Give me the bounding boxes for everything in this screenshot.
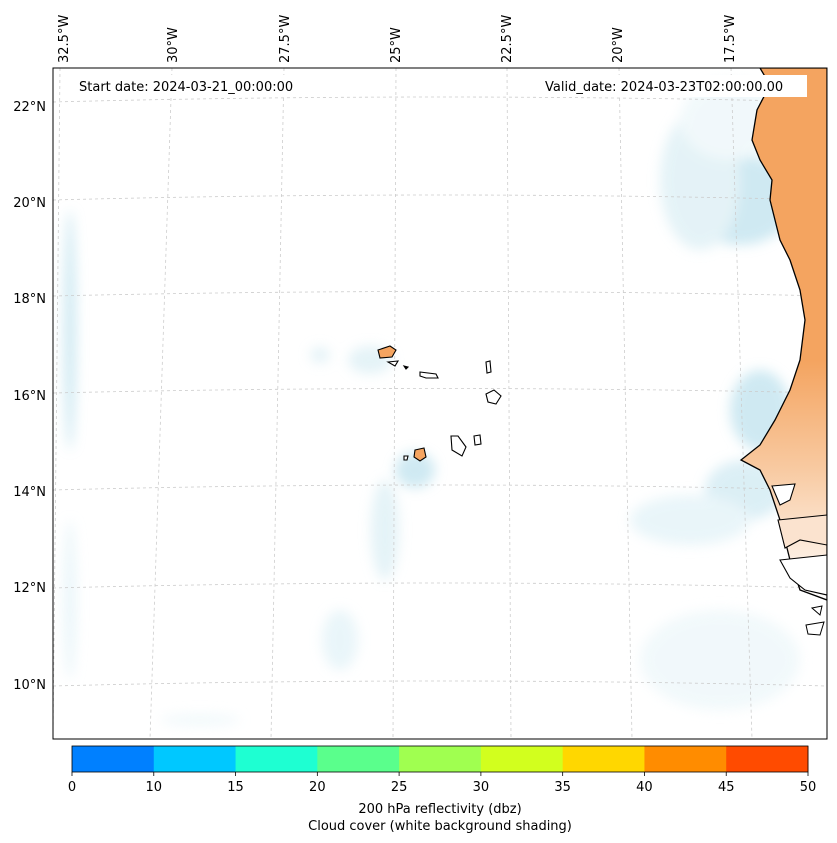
colorbar-segment <box>72 746 155 772</box>
map-frame <box>52 67 828 740</box>
colorbar-segment <box>562 746 645 772</box>
colorbar-segment <box>153 746 237 772</box>
lat-label: 12°N <box>13 581 46 596</box>
lat-label: 20°N <box>13 196 46 211</box>
colorbar-tick-label: 25 <box>391 780 408 795</box>
colorbar-segment <box>644 746 727 772</box>
colorbar-frame <box>71 745 809 773</box>
lon-label: 17.5°W <box>723 15 738 63</box>
colorbar-tick-label: 15 <box>227 780 244 795</box>
lat-label: 16°N <box>13 389 46 404</box>
lon-label: 27.5°W <box>278 15 293 63</box>
lat-label: 10°N <box>13 678 46 693</box>
colorbar-segment <box>726 746 809 772</box>
cape-verde-islands <box>377 345 502 462</box>
start-date-box <box>73 75 313 97</box>
colorbar-tick-label: 30 <box>473 780 490 795</box>
latitude-labels: 22°N 20°N 18°N 16°N 14°N 12°N 10°N <box>13 100 46 693</box>
longitude-labels: 32.5°W 30°W 27.5°W 25°W 22.5°W 20°W 17.5… <box>57 15 738 63</box>
colorbar-ticks: 0 10 15 20 25 30 35 40 45 50 <box>68 772 816 795</box>
colorbar: 0 10 15 20 25 30 35 40 45 50 200 hPa reflectivity… <box>68 745 816 834</box>
lat-label: 18°N <box>13 292 46 307</box>
lat-label: 22°N <box>13 100 46 115</box>
colorbar-tick-label: 35 <box>554 780 571 795</box>
colorbar-segments <box>72 746 809 772</box>
map-panel: Start date: 2024-03-21_00:00:00 Valid_da… <box>13 15 828 740</box>
colorbar-tick-label: 50 <box>800 780 817 795</box>
colorbar-tick-label: 20 <box>309 780 326 795</box>
africa-land <box>739 68 827 636</box>
valid-date-label: Valid_date: 2024-03-23T02:00:00.00 <box>545 80 783 95</box>
lon-label: 22.5°W <box>500 15 515 63</box>
lon-label: 20°W <box>611 27 626 63</box>
colorbar-label-line1: 200 hPa reflectivity (dbz) <box>358 802 521 817</box>
lat-label: 14°N <box>13 485 46 500</box>
lon-label: 32.5°W <box>57 15 72 63</box>
colorbar-segment <box>235 746 318 772</box>
colorbar-tick-label: 45 <box>718 780 735 795</box>
valid-date-box <box>539 75 807 97</box>
lon-label: 30°W <box>166 27 181 63</box>
lon-label: 25°W <box>389 27 404 63</box>
colorbar-label-line2: Cloud cover (white background shading) <box>308 819 572 834</box>
colorbar-segment <box>317 746 400 772</box>
colorbar-tick-label: 0 <box>68 780 76 795</box>
colorbar-tick-label: 40 <box>636 780 653 795</box>
cloud-cover-shading <box>64 80 800 726</box>
colorbar-tick-label: 10 <box>146 780 163 795</box>
colorbar-segment <box>480 746 564 772</box>
start-date-label: Start date: 2024-03-21_00:00:00 <box>79 80 293 95</box>
graticule <box>53 68 827 739</box>
colorbar-segment <box>399 746 482 772</box>
